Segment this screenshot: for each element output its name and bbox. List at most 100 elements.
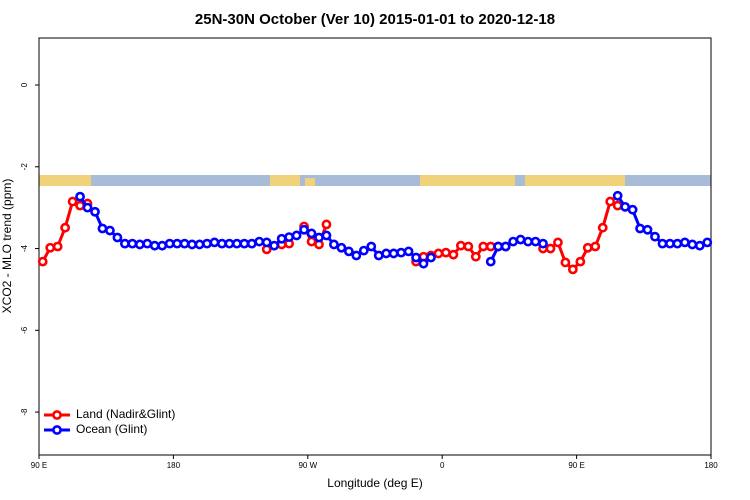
data-point (612, 200, 623, 211)
data-point (127, 238, 138, 249)
data-point (119, 238, 130, 249)
data-point (642, 224, 653, 235)
data-point (433, 248, 444, 259)
data-point (485, 241, 496, 252)
data-point (605, 196, 616, 207)
data-point (97, 223, 108, 234)
data-point (75, 200, 85, 211)
x-tick-label: 90 W (298, 461, 317, 470)
land-strip (525, 175, 625, 186)
data-point (52, 241, 63, 252)
map-strip (39, 175, 711, 186)
y-tick-label: -4 (20, 244, 29, 252)
data-point (403, 246, 414, 257)
data-point (329, 239, 339, 250)
data-point (545, 243, 556, 254)
land-strip (305, 178, 315, 186)
data-point (142, 238, 153, 249)
data-point (284, 232, 295, 242)
data-point (209, 237, 220, 248)
data-point (702, 237, 713, 248)
legend-label: Ocean (Glint) (76, 422, 147, 436)
data-point (366, 241, 377, 252)
data-point (373, 250, 384, 261)
data-point (105, 225, 115, 236)
data-point (485, 256, 496, 267)
data-point (314, 232, 324, 243)
data-point (246, 238, 257, 249)
data-point (478, 241, 489, 252)
data-point (187, 239, 197, 250)
data-point (82, 202, 93, 213)
data-point (67, 196, 78, 207)
data-point (291, 230, 302, 241)
data-point (112, 232, 123, 243)
data-point (455, 240, 466, 251)
data-point (523, 236, 533, 247)
data-point (620, 201, 631, 212)
data-point (694, 240, 705, 251)
data-point (590, 241, 601, 252)
data-point (381, 248, 392, 259)
x-tick-label: 90 E (568, 461, 584, 470)
x-axis-label: Longitude (deg E) (327, 476, 422, 490)
data-point (672, 238, 683, 249)
data-point (231, 238, 242, 249)
land-strip (39, 175, 91, 186)
data-point (388, 248, 399, 259)
data-point (418, 258, 429, 269)
data-point (493, 241, 504, 252)
land-strip (270, 175, 300, 186)
x-tick-label: 90 E (31, 461, 47, 470)
data-point (515, 234, 526, 245)
data-point (687, 239, 698, 250)
data-point (194, 239, 205, 250)
data-point (134, 239, 145, 250)
data-point (530, 236, 541, 247)
data-point (45, 242, 56, 253)
data-point (336, 242, 347, 253)
y-tick-label: -2 (20, 163, 29, 171)
data-point (553, 237, 563, 248)
data-point (321, 219, 332, 230)
data-point (306, 228, 317, 239)
y-tick-label: -6 (20, 326, 29, 334)
data-point (426, 252, 436, 263)
data-point (172, 238, 183, 249)
data-point (448, 249, 459, 260)
data-point (239, 238, 250, 249)
data-point (343, 246, 354, 257)
data-point (75, 191, 85, 202)
data-point (254, 236, 265, 247)
data-point (597, 222, 608, 233)
data-point (679, 237, 690, 248)
data-point (575, 256, 586, 267)
data-point (202, 238, 212, 249)
data-point (217, 238, 227, 249)
land-strip (420, 175, 515, 186)
y-axis-label: XCO2 - MLO trend (ppm) (0, 179, 14, 314)
data-point (612, 190, 623, 201)
data-point (500, 241, 511, 252)
ocean-strip (39, 175, 711, 186)
data-point (157, 240, 168, 251)
data-point (441, 247, 451, 258)
data-point (224, 238, 235, 249)
data-point (396, 247, 407, 258)
data-point (261, 237, 272, 248)
data-point (508, 236, 519, 247)
data-point (635, 223, 645, 234)
x-tick-label: 180 (704, 461, 718, 470)
data-point (411, 252, 421, 263)
legend-swatch-point (52, 425, 62, 435)
plot-frame (38, 37, 712, 456)
x-tick-label: 180 (167, 461, 181, 470)
data-point (306, 236, 317, 247)
data-point (321, 230, 332, 241)
data-point (179, 238, 190, 249)
data-point (358, 245, 369, 256)
data-point (560, 257, 571, 268)
data-point (582, 242, 593, 253)
data-point (627, 204, 638, 215)
